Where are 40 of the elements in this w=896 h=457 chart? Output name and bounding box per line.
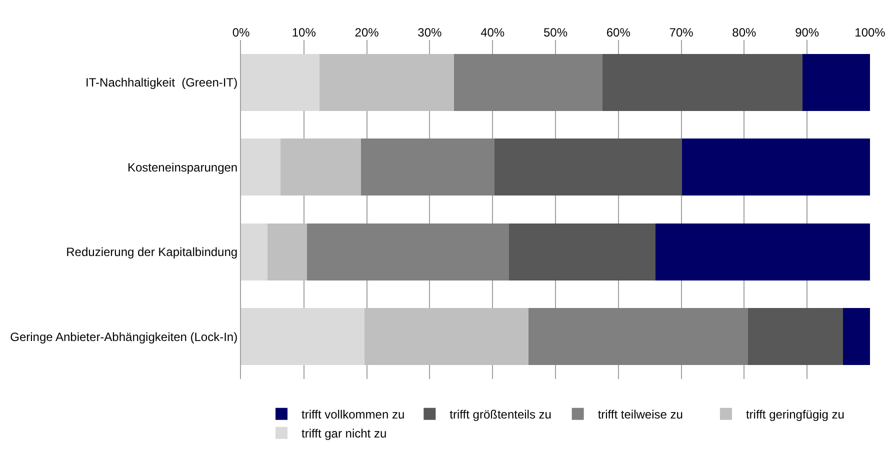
bar	[508, 223, 656, 280]
bar	[307, 223, 509, 280]
bar	[454, 54, 603, 111]
bar	[364, 308, 528, 366]
x-tick-label: 70%	[669, 26, 694, 40]
bar	[241, 54, 320, 111]
y-tick-label: Geringe Anbieter-Abhängigkeiten (Lock-In)	[10, 330, 238, 344]
bar	[241, 308, 364, 366]
bar	[802, 54, 870, 111]
legend-label: trifft teilweise zu	[598, 408, 683, 422]
bar	[361, 138, 494, 196]
legend-label: trifft größtenteils zu	[450, 408, 552, 422]
bar	[656, 223, 870, 280]
x-tick-label: 20%	[354, 26, 380, 40]
legend-label: trifft vollkommen zu	[302, 408, 405, 422]
y-tick-label: Reduzierung der Kapitalbindung	[66, 245, 238, 260]
x-tick-label: 100%	[854, 26, 886, 40]
y-tick-label: IT-Nachhaltigkeit (Green-IT)	[86, 76, 238, 90]
bar	[280, 138, 362, 196]
bar	[241, 138, 281, 196]
x-tick-label: 50%	[543, 26, 568, 40]
bar	[528, 308, 748, 366]
y-tick-label: Kosteneinsparungen	[128, 160, 238, 174]
bar	[602, 54, 803, 111]
bar	[682, 138, 870, 196]
bar	[241, 223, 268, 280]
bar	[320, 54, 454, 111]
x-tick-label: 80%	[732, 26, 757, 40]
x-tick-label: 60%	[606, 26, 631, 40]
legend-label: trifft geringfügig zu	[746, 408, 844, 422]
bar	[494, 138, 682, 196]
x-tick-label: 10%	[292, 26, 316, 40]
bar	[267, 223, 308, 280]
bar	[842, 308, 870, 366]
x-tick-label: 30%	[418, 26, 442, 40]
x-tick-label: 0%	[232, 26, 250, 40]
x-tick-label: 40%	[480, 26, 505, 40]
bar	[748, 308, 843, 366]
legend-label: trifft gar nicht zu	[302, 426, 387, 441]
x-tick-label: 90%	[795, 26, 820, 40]
